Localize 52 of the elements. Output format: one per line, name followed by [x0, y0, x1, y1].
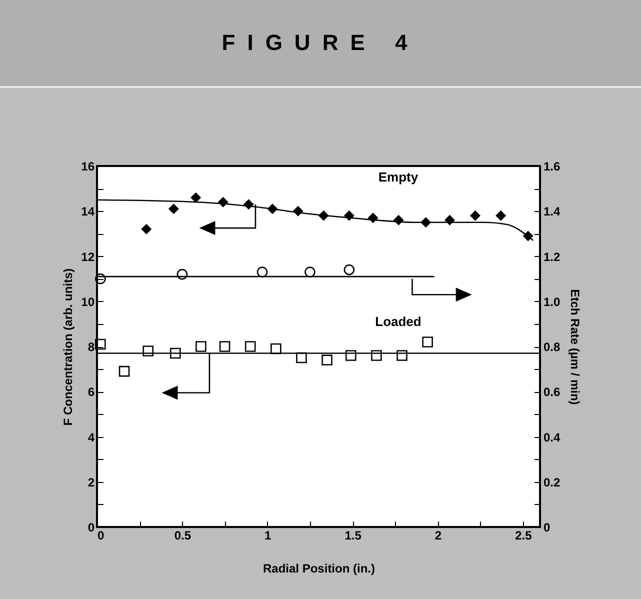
y2-tick-label: 1.4: [544, 204, 561, 219]
point: [190, 192, 202, 203]
point: [470, 210, 480, 221]
y-tick-label: 8: [88, 340, 95, 354]
y2-tick-label: 0.4: [544, 430, 561, 444]
point: [141, 224, 152, 234]
point: [168, 204, 179, 214]
point: [170, 348, 181, 359]
x-tick-label: 1.5: [344, 528, 362, 542]
point: [176, 268, 188, 280]
y2-tick-label: 0.8: [544, 340, 561, 354]
y2-axis-title: Etch Rate (µm / min): [568, 289, 582, 405]
y-axis-title: F Concentration (arb. units): [61, 268, 76, 426]
point: [256, 266, 268, 278]
point: [270, 343, 282, 354]
point: [296, 352, 307, 364]
point: [95, 338, 106, 350]
y-tick-label: 6: [88, 385, 95, 400]
y2-tick-label: 0.6: [544, 385, 561, 400]
point: [496, 210, 506, 221]
y-tick-label: 14: [81, 204, 95, 219]
x-tick-label: 2.5: [515, 528, 532, 542]
point: [444, 214, 455, 226]
x-axis-title: Radial Position (in.): [262, 562, 376, 576]
point: [344, 264, 355, 276]
point: [304, 266, 316, 278]
point: [345, 350, 356, 361]
x-tick-label: 0: [98, 528, 104, 542]
point: [219, 341, 230, 352]
point: [396, 350, 408, 361]
y-tick-label: 2: [88, 475, 95, 490]
series-label: Loaded: [375, 314, 422, 329]
point: [244, 341, 256, 352]
text: Empty: [378, 170, 419, 185]
point: [142, 346, 154, 356]
y2-tick-label: 1.0: [544, 294, 561, 309]
chart-title: FIGURE 4: [0, 0, 641, 88]
x-tick-label: 0.5: [174, 528, 192, 542]
point: [196, 341, 206, 352]
x-tick-label: 1: [264, 528, 272, 542]
point: [371, 350, 382, 361]
y2-tick-label: 1.6: [544, 160, 561, 174]
point: [118, 366, 130, 377]
y-tick-label: 16: [81, 160, 95, 174]
y2-tick-label: 0.2: [544, 475, 561, 490]
y-tick-label: 12: [81, 250, 95, 264]
y2-tick-label: 1.2: [544, 250, 561, 264]
x-tick-label: 2: [434, 528, 442, 542]
point: [422, 336, 433, 348]
y-tick-label: 10: [81, 294, 95, 309]
point: [322, 354, 332, 366]
y-tick-label: 4: [88, 430, 95, 444]
